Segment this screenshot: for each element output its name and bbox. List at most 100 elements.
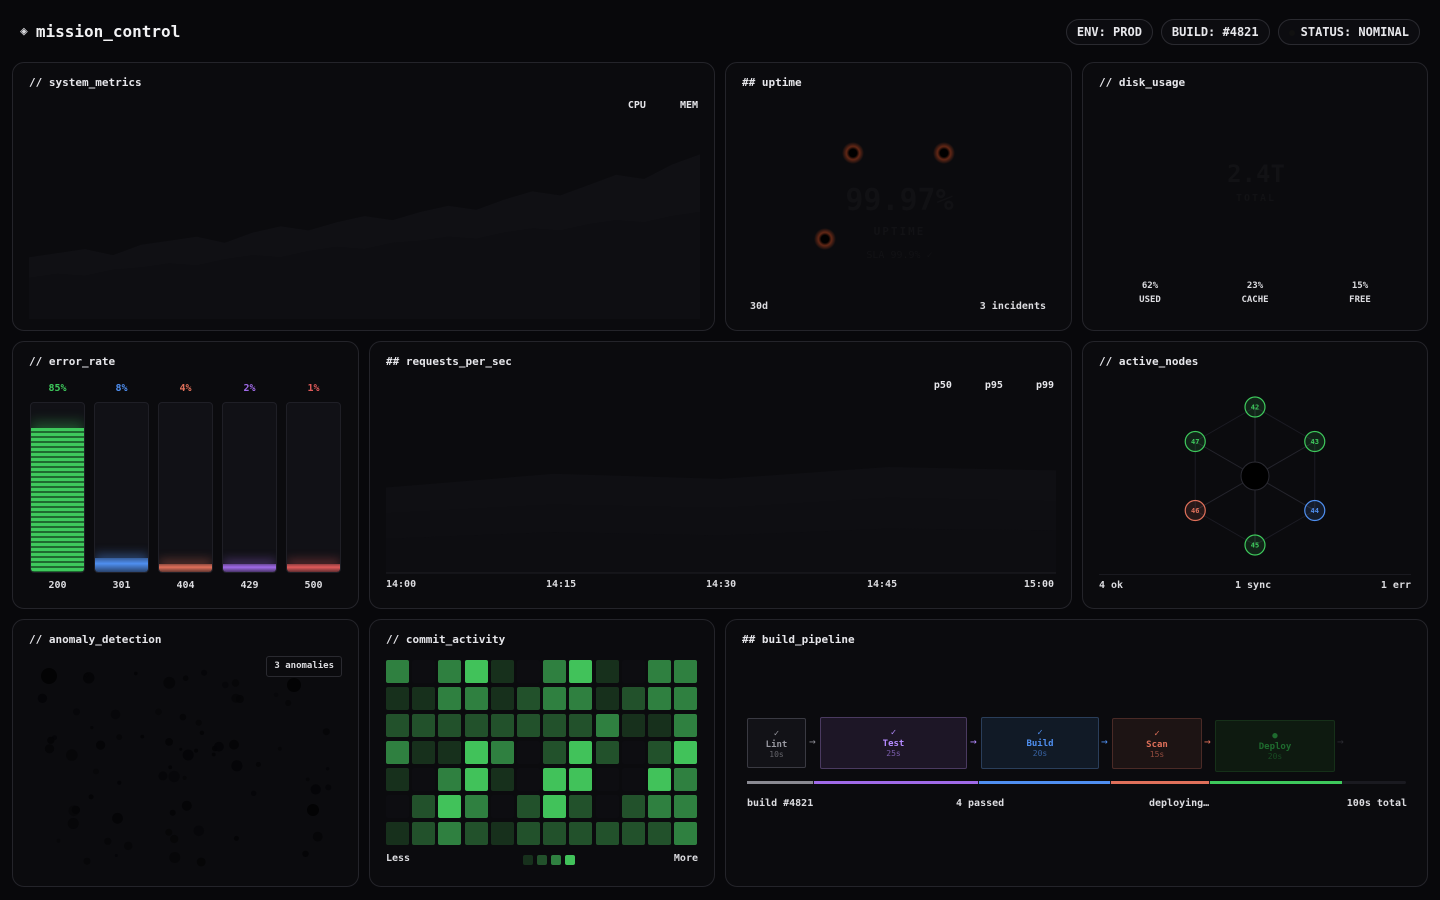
bar-track[interactable] <box>222 402 277 573</box>
heat-cell[interactable] <box>438 795 462 818</box>
heat-cell[interactable] <box>517 822 540 845</box>
env-badge[interactable]: ENV: PROD <box>1065 19 1153 45</box>
status-badge[interactable]: STATUS: NOMINAL <box>1277 19 1420 45</box>
heat-cell[interactable] <box>490 822 514 845</box>
node-46[interactable]: 46 <box>1184 499 1206 522</box>
heat-cell[interactable] <box>517 660 540 683</box>
heat-cell[interactable] <box>648 795 671 818</box>
heat-cell[interactable] <box>621 741 645 764</box>
bar-track[interactable] <box>30 402 85 573</box>
heat-cell[interactable] <box>595 660 619 683</box>
heat-cell[interactable] <box>674 660 698 683</box>
heat-cell[interactable] <box>412 795 436 818</box>
bar-track[interactable] <box>286 402 341 573</box>
stage-deploy[interactable]: ● Deploy 20s <box>1215 720 1335 772</box>
heat-cell[interactable] <box>648 741 671 764</box>
heat-cell[interactable] <box>621 714 645 737</box>
heat-cell[interactable] <box>517 795 540 818</box>
heat-cell[interactable] <box>412 768 436 791</box>
heat-cell[interactable] <box>386 741 409 764</box>
heat-cell[interactable] <box>412 687 436 710</box>
heat-cell[interactable] <box>595 768 619 791</box>
heat-cell[interactable] <box>569 741 593 764</box>
heat-cell[interactable] <box>517 714 540 737</box>
heat-cell[interactable] <box>438 822 462 845</box>
heat-cell[interactable] <box>543 660 567 683</box>
heat-cell[interactable] <box>648 714 671 737</box>
heat-cell[interactable] <box>648 768 671 791</box>
legend-p95[interactable]: p95 <box>984 380 1003 391</box>
heat-cell[interactable] <box>569 714 593 737</box>
heat-cell[interactable] <box>569 768 593 791</box>
heat-cell[interactable] <box>595 822 619 845</box>
heat-cell[interactable] <box>674 822 698 845</box>
heat-cell[interactable] <box>621 822 645 845</box>
heat-cell[interactable] <box>490 741 514 764</box>
heat-cell[interactable] <box>517 741 540 764</box>
heat-cell[interactable] <box>543 714 567 737</box>
build-badge[interactable]: BUILD: #4821 <box>1160 19 1270 45</box>
heat-cell[interactable] <box>438 714 462 737</box>
heat-cell[interactable] <box>543 741 567 764</box>
bar-track[interactable] <box>158 402 213 573</box>
heat-cell[interactable] <box>412 660 436 683</box>
heat-cell[interactable] <box>569 687 593 710</box>
heat-cell[interactable] <box>490 714 514 737</box>
hub-node[interactable] <box>1240 461 1270 491</box>
anomaly-badge[interactable]: 3 anomalies <box>266 656 342 677</box>
legend-p99[interactable]: p99 <box>1035 380 1054 391</box>
stage-build[interactable]: ✓ Build 20s <box>981 717 1099 769</box>
heat-cell[interactable] <box>386 795 409 818</box>
heat-cell[interactable] <box>569 822 593 845</box>
heat-cell[interactable] <box>674 687 698 710</box>
legend-mem[interactable]: MEM <box>679 100 698 111</box>
heat-cell[interactable] <box>517 768 540 791</box>
heat-cell[interactable] <box>517 687 540 710</box>
heat-cell[interactable] <box>464 822 488 845</box>
heat-cell[interactable] <box>621 795 645 818</box>
legend-cpu[interactable]: CPU <box>627 100 646 111</box>
stage-scan[interactable]: ✓ Scan 15s <box>1112 718 1202 769</box>
heat-cell[interactable] <box>464 795 488 818</box>
heat-cell[interactable] <box>386 822 409 845</box>
heat-cell[interactable] <box>595 687 619 710</box>
brand[interactable]: ◈ mission_control <box>20 20 180 42</box>
node-45[interactable]: 45 <box>1244 534 1266 556</box>
heat-cell[interactable] <box>543 768 567 791</box>
node-43[interactable]: 43 <box>1304 430 1326 453</box>
heat-cell[interactable] <box>648 660 671 683</box>
heat-cell[interactable] <box>464 687 488 710</box>
node-42[interactable]: 42 <box>1244 396 1266 418</box>
heat-cell[interactable] <box>490 660 514 683</box>
bar-track[interactable] <box>94 402 149 573</box>
heat-cell[interactable] <box>464 714 488 737</box>
heat-cell[interactable] <box>543 822 567 845</box>
heat-cell[interactable] <box>648 687 671 710</box>
incident-count[interactable]: 3 incidents <box>979 301 1046 312</box>
heat-cell[interactable] <box>543 687 567 710</box>
heat-cell[interactable] <box>595 741 619 764</box>
heat-cell[interactable] <box>595 714 619 737</box>
heat-cell[interactable] <box>386 660 409 683</box>
heat-cell[interactable] <box>490 795 514 818</box>
heat-cell[interactable] <box>438 687 462 710</box>
heat-cell[interactable] <box>464 768 488 791</box>
heat-cell[interactable] <box>674 741 698 764</box>
heat-cell[interactable] <box>595 795 619 818</box>
node-44[interactable]: 44 <box>1304 499 1326 522</box>
heat-cell[interactable] <box>386 714 409 737</box>
heat-cell[interactable] <box>569 660 593 683</box>
heat-cell[interactable] <box>490 768 514 791</box>
anomaly-point[interactable] <box>41 668 57 684</box>
heat-cell[interactable] <box>621 687 645 710</box>
heat-cell[interactable] <box>412 822 436 845</box>
heat-cell[interactable] <box>674 768 698 791</box>
heat-cell[interactable] <box>674 714 698 737</box>
heat-cell[interactable] <box>569 795 593 818</box>
anomaly-point[interactable] <box>287 678 301 692</box>
heat-cell[interactable] <box>621 660 645 683</box>
anomaly-point[interactable] <box>307 804 319 816</box>
stage-test[interactable]: ✓ Test 25s <box>820 717 967 769</box>
heat-cell[interactable] <box>621 768 645 791</box>
heat-cell[interactable] <box>438 741 462 764</box>
